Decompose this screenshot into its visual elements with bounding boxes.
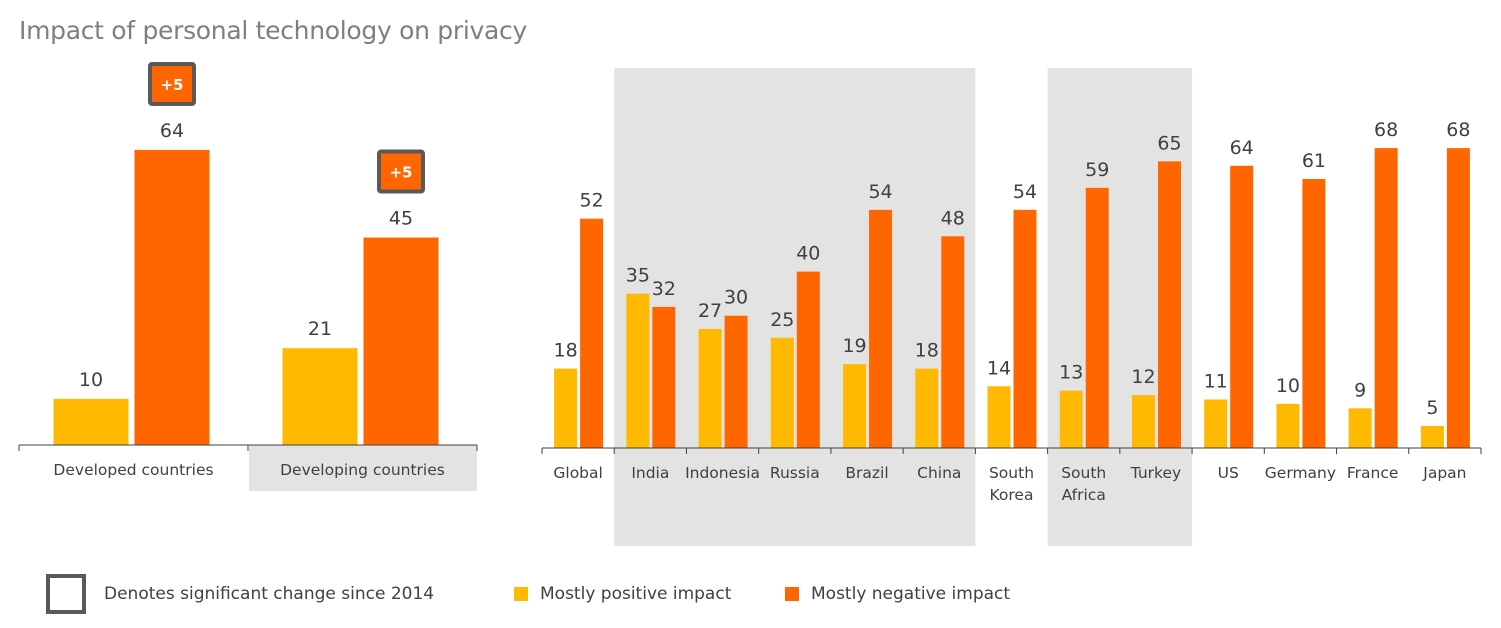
chart-title: Impact of personal technology on privacy (19, 16, 527, 45)
bar-mostly-negative-impact-germany (1302, 178, 1326, 449)
bar-mostly-positive-impact-france (1348, 408, 1372, 448)
value-label: 21 (308, 318, 332, 340)
value-label: 64 (1230, 137, 1254, 159)
significant-change-badge (148, 61, 196, 106)
bar-mostly-negative-impact-france (1374, 148, 1398, 448)
value-label: 59 (1085, 159, 1109, 181)
bar-mostly-positive-impact-us (1204, 399, 1228, 448)
bar-mostly-negative-impact-south-korea (1013, 209, 1037, 448)
bar-mostly-positive-impact-russia (770, 337, 794, 448)
value-label: 10 (1276, 375, 1300, 397)
value-label: 68 (1446, 119, 1470, 141)
category-label-developed-countries: Developed countries (53, 461, 213, 479)
value-label: 32 (652, 278, 676, 300)
value-label: 35 (626, 265, 650, 287)
badge-label: +5 (389, 164, 412, 182)
category-label-russia: Russia (770, 464, 820, 482)
bar-mostly-positive-impact-brazil (843, 364, 867, 448)
bar-mostly-positive-impact-south-korea (987, 386, 1011, 448)
bar-mostly-positive-impact-india (626, 293, 650, 448)
bar-mostly-negative-impact-developed-countries (134, 149, 210, 445)
value-label: 9 (1354, 379, 1366, 401)
value-label: 40 (796, 243, 820, 265)
legend-positive: Mostly positive impact (514, 584, 731, 604)
bar-mostly-negative-impact-global (580, 218, 604, 448)
legend-significant-change: Denotes significant change since 2014 (46, 574, 434, 614)
bar-mostly-positive-impact-germany (1276, 403, 1300, 448)
value-label: 11 (1204, 370, 1228, 392)
value-label: 52 (580, 190, 604, 212)
value-label: 27 (698, 300, 722, 322)
legend-negative: Mostly negative impact (785, 584, 1010, 604)
bar-mostly-positive-impact-china (915, 368, 939, 448)
category-label-france: France (1347, 464, 1399, 482)
value-label: 64 (160, 120, 184, 142)
bar-mostly-negative-impact-brazil (869, 209, 893, 448)
value-label: 45 (389, 208, 413, 230)
category-label-south-korea: Korea (990, 486, 1034, 504)
bar-mostly-positive-impact-indonesia (698, 328, 722, 448)
category-label-south-korea: South (989, 464, 1034, 482)
negative-swatch-icon (785, 587, 799, 601)
bar-mostly-negative-impact-japan (1446, 148, 1470, 448)
value-label: 68 (1374, 119, 1398, 141)
value-label: 18 (554, 340, 578, 362)
value-label: 5 (1426, 397, 1438, 419)
category-label-global: Global (553, 464, 602, 482)
value-label: 30 (724, 287, 748, 309)
value-label: 19 (842, 335, 866, 357)
legend-significant-label: Denotes significant change since 2014 (104, 584, 435, 604)
category-label-turkey: Turkey (1130, 464, 1181, 482)
bar-mostly-negative-impact-south-africa (1085, 187, 1109, 448)
bar-mostly-negative-impact-china (941, 236, 965, 448)
category-label-brazil: Brazil (845, 464, 888, 482)
value-label: 10 (79, 369, 103, 391)
bar-mostly-positive-impact-global (554, 368, 578, 448)
value-label: 65 (1157, 132, 1181, 154)
bar-mostly-positive-impact-japan (1420, 425, 1444, 448)
bar-mostly-positive-impact-south-africa (1059, 390, 1083, 448)
category-label-indonesia: Indonesia (685, 464, 760, 482)
value-label: 12 (1131, 366, 1155, 388)
bar-mostly-positive-impact-developed-countries (53, 398, 129, 445)
category-label-india: India (631, 464, 669, 482)
positive-swatch-icon (514, 587, 528, 601)
bar-mostly-positive-impact-developing-countries (282, 348, 358, 445)
bar-mostly-positive-impact-turkey (1131, 395, 1155, 448)
value-label: 54 (1013, 181, 1037, 203)
bar-mostly-negative-impact-india (652, 306, 676, 448)
category-label-germany: Germany (1265, 464, 1336, 482)
bar-mostly-negative-impact-developing-countries (363, 237, 439, 445)
category-label-china: China (917, 464, 961, 482)
significant-change-box-icon (46, 574, 86, 614)
legend-positive-label: Mostly positive impact (540, 584, 732, 604)
category-label-south-africa: South (1061, 464, 1106, 482)
category-shade-developing-countries (249, 445, 477, 491)
bar-mostly-negative-impact-us (1230, 165, 1254, 448)
category-label-japan: Japan (1422, 464, 1466, 482)
bar-mostly-negative-impact-turkey (1157, 161, 1181, 448)
value-label: 14 (987, 357, 1011, 379)
value-label: 48 (941, 207, 965, 229)
badge-label: +5 (160, 76, 183, 94)
value-label: 13 (1059, 362, 1083, 384)
value-label: 25 (770, 309, 794, 331)
significant-change-badge (377, 149, 425, 194)
value-label: 54 (868, 181, 892, 203)
category-label-us: US (1218, 464, 1239, 482)
value-label: 61 (1302, 150, 1326, 172)
category-label-south-africa: Africa (1062, 486, 1106, 504)
value-label: 18 (915, 340, 939, 362)
bar-mostly-negative-impact-russia (796, 271, 820, 448)
category-label-developing-countries: Developing countries (280, 461, 445, 479)
legend-negative-label: Mostly negative impact (811, 584, 1011, 604)
bar-mostly-negative-impact-indonesia (724, 315, 748, 448)
